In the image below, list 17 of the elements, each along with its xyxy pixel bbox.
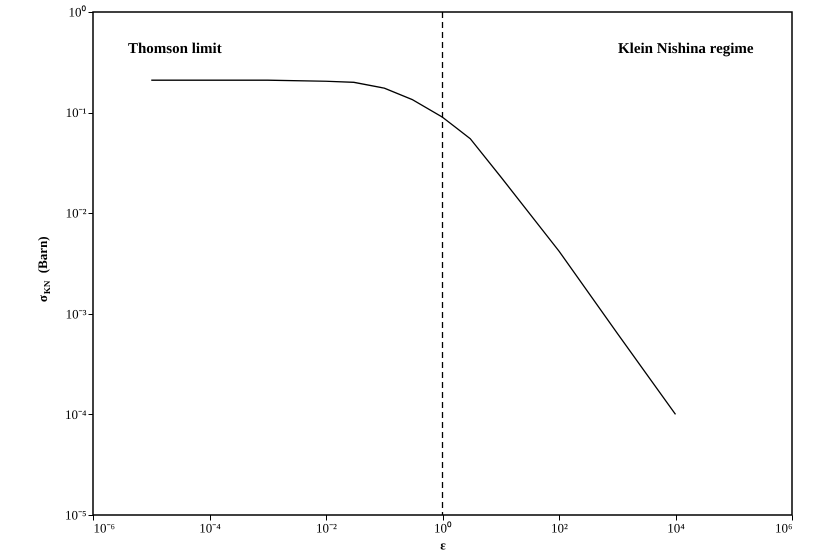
y-tick-label: 10⁻⁵ (64, 508, 86, 522)
y-tick-label: 10⁰ (68, 4, 86, 20)
y-tick-label: 10⁻² (66, 206, 87, 221)
x-tick-label: 10⁰ (434, 520, 452, 536)
x-tick-label: 10⁴ (667, 520, 686, 536)
y-tick-label: 10⁻³ (66, 306, 87, 322)
x-tick-label: 10² (551, 520, 568, 536)
annotation: Klein Nishina regime (618, 41, 754, 57)
x-tick-label: 10⁻⁶ (94, 520, 116, 536)
annotation: Thomson limit (128, 41, 222, 57)
x-axis-title: ε (440, 538, 446, 551)
x-tick-label: 10⁻⁴ (199, 520, 222, 536)
x-tick-label: 10⁶ (774, 520, 792, 536)
x-tick-label: 10⁻² (316, 520, 338, 536)
y-axis-title: σKN (Barn) (35, 236, 52, 302)
y-tick-label: 10⁻⁴ (64, 406, 87, 422)
y-tick-label: 10⁻¹ (66, 105, 87, 120)
